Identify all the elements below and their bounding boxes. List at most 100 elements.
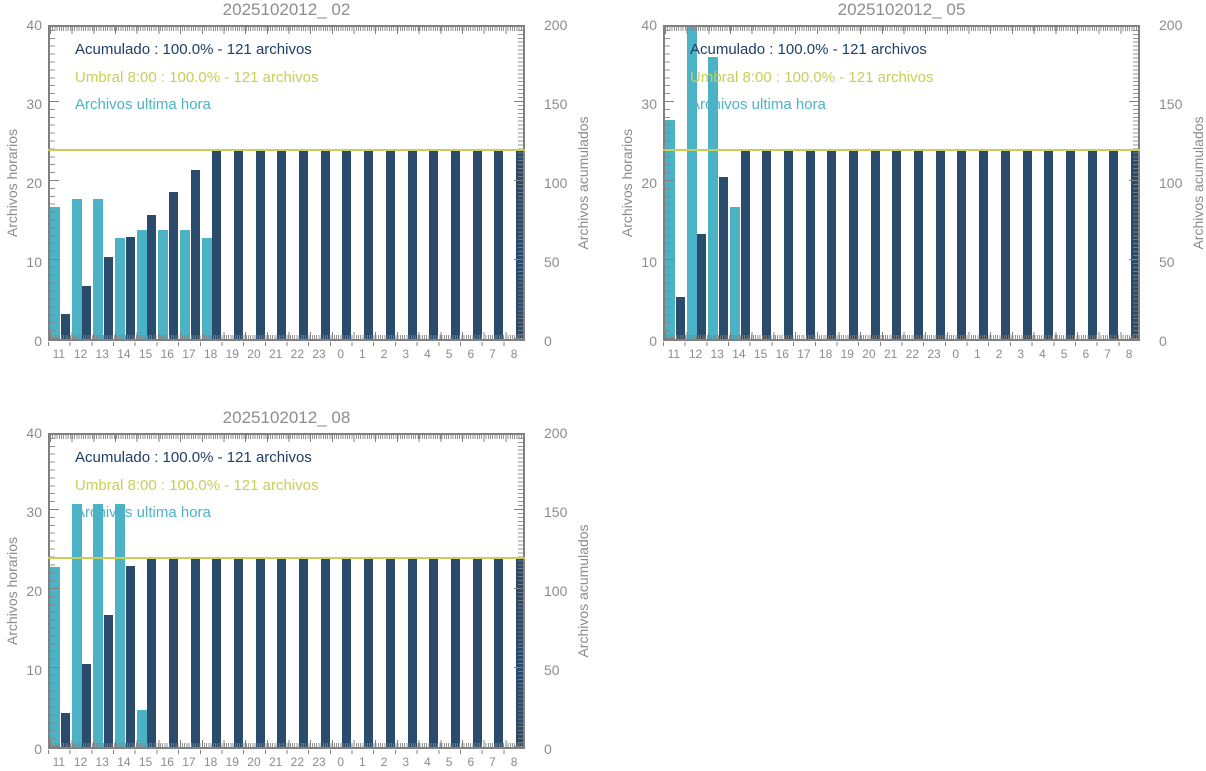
x-axis-tick-label: 23 <box>312 347 326 361</box>
cumulative-bar <box>675 296 685 341</box>
x-axis-tick-label: 18 <box>203 347 218 361</box>
x-axis-tick-label: 6 <box>1082 347 1090 361</box>
y-axis-tick-label-right: 50 <box>544 254 560 270</box>
cumulative-bar <box>979 149 989 341</box>
cumulative-bar <box>147 557 157 749</box>
y-axis-tick-label-left: 20 <box>26 583 42 599</box>
y-axis-title-right: Archivos acumulados <box>575 524 591 658</box>
x-axis-tick-label: 14 <box>117 755 131 769</box>
cumulative-bar <box>1022 149 1032 341</box>
threshold-line <box>48 556 525 559</box>
cumulative-bar <box>1065 149 1075 341</box>
x-axis-tick-label: 8 <box>510 755 518 769</box>
y-axis-title-left: Archivos horarios <box>4 128 20 238</box>
hourly-bar <box>50 567 60 749</box>
cumulative-bar <box>190 557 200 749</box>
cumulative-bar <box>103 257 113 341</box>
x-outer-ticks-bottom <box>48 750 525 754</box>
x-axis-tick-label: 14 <box>732 347 746 361</box>
chart-title: 2025102012_ 08 <box>222 408 351 427</box>
x-axis-tick-label: 1 <box>974 347 981 361</box>
x-axis-tick-label: 19 <box>840 347 854 361</box>
x-axis-tick-label: 22 <box>290 347 305 361</box>
cumulative-bar <box>870 149 880 341</box>
y-axis-tick-label-left: 40 <box>26 425 42 441</box>
y-axis-tick-label-right: 200 <box>544 17 568 33</box>
cumulative-bar <box>718 176 728 341</box>
x-axis-tick-label: 0 <box>337 347 345 361</box>
y-axis-tick-label-left: 10 <box>26 254 42 270</box>
x-axis-tick-label: 13 <box>95 755 109 769</box>
x-axis-tick-label: 5 <box>1060 347 1068 361</box>
cumulative-bar <box>1130 149 1140 341</box>
cumulative-bar <box>320 149 330 341</box>
legend-archivos-ultima-hora: Archivos ultima hora <box>690 96 826 113</box>
legend-archivos-ultima-hora: Archivos ultima hora <box>75 96 211 113</box>
x-axis-tick-label: 3 <box>402 755 410 769</box>
x-axis-tick-label: 15 <box>138 347 153 361</box>
x-axis-tick-label: 0 <box>337 755 345 769</box>
y-axis-tick-label-left: 20 <box>641 175 657 191</box>
y-axis-tick-label-right: 100 <box>1159 175 1183 191</box>
x-axis-tick-label: 12 <box>73 347 88 361</box>
x-axis-tick-label: 1 <box>359 347 366 361</box>
x-axis-tick-label: 8 <box>510 347 518 361</box>
y-axis-tick-label-right: 150 <box>544 504 568 520</box>
cumulative-bar <box>320 557 330 749</box>
x-axis-tick-label: 21 <box>268 755 283 769</box>
cumulative-bar <box>299 557 309 749</box>
cumulative-bar <box>234 149 244 341</box>
y-axis-tick-label-right: 50 <box>544 662 560 678</box>
cumulative-bar <box>827 149 837 341</box>
cumulative-bar <box>169 192 178 341</box>
x-axis-tick-label: 5 <box>445 347 453 361</box>
x-axis-tick-label: 2 <box>995 347 1003 361</box>
hourly-bar <box>115 504 126 749</box>
cumulative-bar <box>82 663 92 749</box>
x-axis-tick-label: 20 <box>247 755 261 769</box>
hourly-bar <box>115 238 126 341</box>
legend-acumulado: Acumulado : 100.0% - 121 archivos <box>75 41 312 58</box>
cumulative-bar <box>1087 149 1097 341</box>
hourly-bar <box>71 198 82 341</box>
cumulative-bar <box>364 149 374 341</box>
x-axis-tick-label: 12 <box>688 347 703 361</box>
hourly-bar <box>158 230 169 341</box>
x-axis-tick-label: 4 <box>1039 347 1046 361</box>
y-axis-tick-label-right: 0 <box>1159 333 1167 349</box>
x-axis-tick-label: 17 <box>182 347 196 361</box>
x-outer-ticks-bottom <box>663 342 1140 346</box>
y-axis-tick-label-left: 0 <box>34 333 42 349</box>
legend-umbral: Umbral 8:00 : 100.0% - 121 archivos <box>690 68 934 86</box>
y-axis-title-right: Archivos acumulados <box>1190 116 1206 250</box>
x-axis-tick-label: 2 <box>380 755 388 769</box>
x-axis-tick-label: 17 <box>182 755 196 769</box>
cumulative-bar <box>125 236 135 341</box>
y-axis-tick-label-right: 0 <box>544 333 552 349</box>
x-axis-tick-label: 22 <box>290 755 305 769</box>
x-axis-tick-label: 18 <box>818 347 833 361</box>
cumulative-bar <box>494 557 504 749</box>
cumulative-bar <box>892 149 902 341</box>
hourly-bar <box>180 230 191 341</box>
y-axis-tick-label-left: 20 <box>26 175 42 191</box>
x-axis-tick-label: 6 <box>467 755 475 769</box>
x-axis-tick-label: 7 <box>489 347 496 361</box>
x-axis-tick-label: 3 <box>402 347 410 361</box>
y-axis-title-left: Archivos horarios <box>619 128 635 238</box>
cumulative-bar <box>515 149 525 341</box>
cumulative-bar <box>697 233 707 341</box>
y-axis-tick-label-right: 100 <box>544 583 568 599</box>
cumulative-bar <box>914 149 924 341</box>
cumulative-bar <box>494 149 504 341</box>
cumulative-bar <box>277 149 287 341</box>
x-axis-tick-label: 7 <box>1104 347 1111 361</box>
x-axis-tick-label: 15 <box>753 347 768 361</box>
cumulative-bar <box>1000 149 1010 341</box>
x-axis-tick-label: 5 <box>445 755 453 769</box>
y-axis-tick-label-left: 30 <box>26 96 42 112</box>
y-axis-tick-label-left: 40 <box>26 17 42 33</box>
cumulative-bar <box>935 149 945 341</box>
y-axis-tick-label-left: 30 <box>641 96 657 112</box>
cumulative-bar <box>1044 149 1054 341</box>
